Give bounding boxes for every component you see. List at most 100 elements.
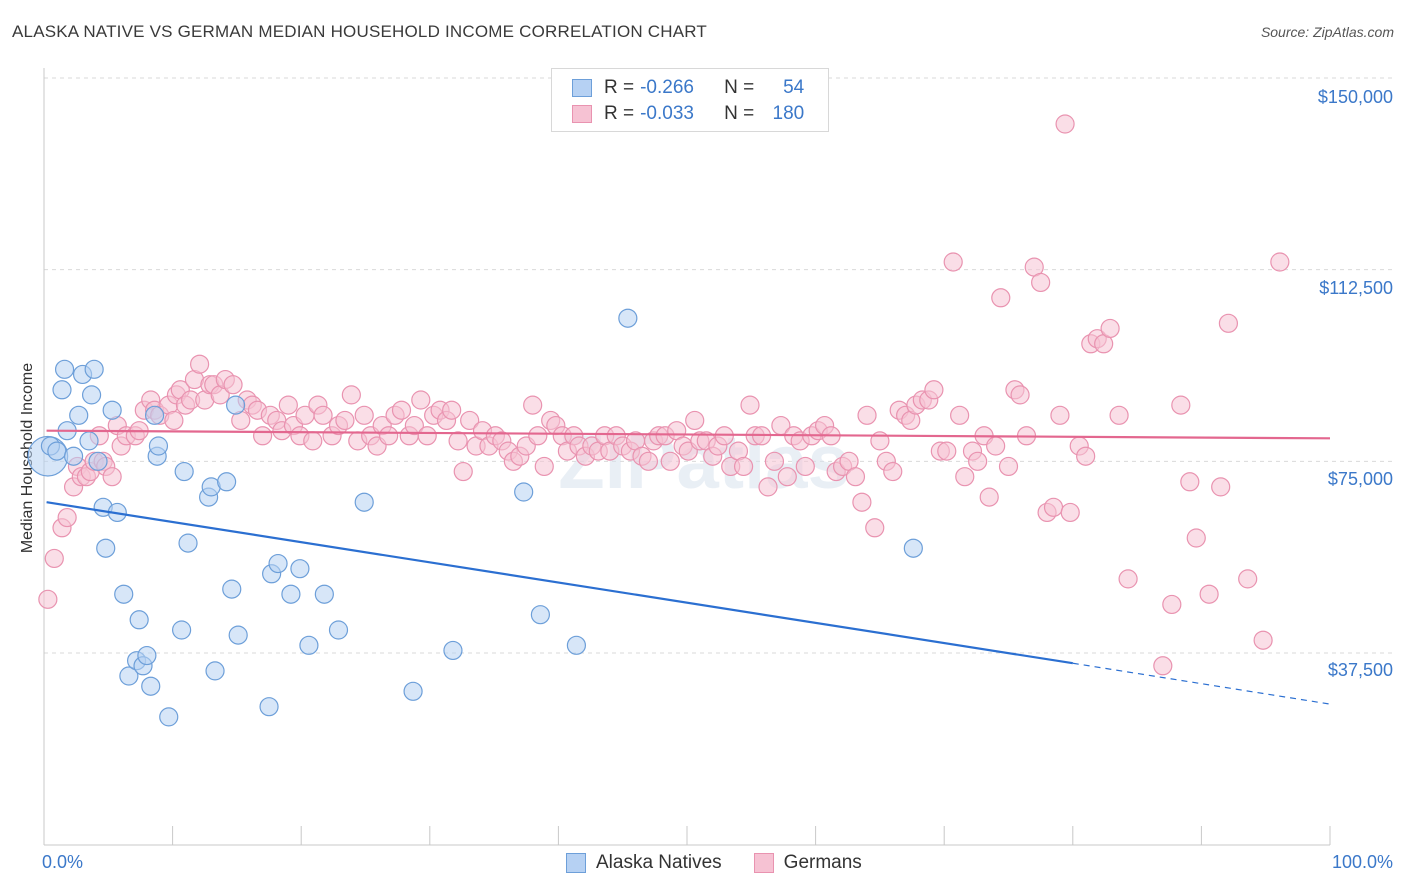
legend-label: Alaska Natives xyxy=(596,852,722,873)
germans-point xyxy=(1060,502,1080,523)
germans-point xyxy=(937,441,957,461)
germans-point xyxy=(685,410,705,431)
alaska-natives-swatch xyxy=(566,853,586,873)
alaska-natives-trend-extension xyxy=(1072,662,1331,705)
germans-point xyxy=(223,375,243,395)
legend-row-germans: R = -0.033 N = 180 xyxy=(572,101,804,127)
germans-point xyxy=(1162,594,1182,615)
germans-point xyxy=(379,426,399,446)
alaska-natives-point xyxy=(79,431,99,451)
alaska-natives-point xyxy=(63,446,84,466)
germans-point xyxy=(391,400,412,420)
germans-point xyxy=(1199,584,1219,604)
germans-point xyxy=(44,548,64,569)
germans-point xyxy=(1270,252,1290,272)
alaska-natives-point xyxy=(259,697,279,717)
germans-point xyxy=(528,426,548,446)
correlation-legend: R = -0.266 N = 54 R = -0.033 N = 180 xyxy=(551,68,829,132)
alaska-natives-point xyxy=(217,472,237,492)
germans-point xyxy=(968,451,988,471)
germans-point xyxy=(448,431,468,451)
germans-point xyxy=(883,461,903,482)
alaska-natives-point xyxy=(129,610,149,630)
germans-point xyxy=(1118,569,1138,589)
germans-point xyxy=(253,426,273,446)
y-tick-label: $150,000 xyxy=(1317,87,1393,107)
alaska-natives-point xyxy=(354,492,374,512)
germans-point xyxy=(57,507,77,528)
germans-point xyxy=(278,395,298,415)
germans-point xyxy=(733,456,754,477)
legend-item-germans[interactable]: Germans xyxy=(753,852,862,874)
germans-point xyxy=(1109,405,1129,425)
germans-trend-line xyxy=(46,429,1331,440)
germans-point xyxy=(313,405,333,425)
alaska-natives-point xyxy=(281,584,301,604)
germans-point xyxy=(1031,272,1051,293)
alaska-natives-swatch xyxy=(572,79,592,97)
germans-point xyxy=(1171,395,1191,415)
germans-point xyxy=(758,477,778,497)
germans-point xyxy=(777,467,797,487)
alaska-natives-trend-line xyxy=(46,501,1073,665)
alaska-natives-point xyxy=(102,400,122,420)
germans-point xyxy=(924,380,944,400)
alaska-natives-point xyxy=(144,405,165,425)
alaska-natives-point xyxy=(172,620,192,640)
alaska-natives-point xyxy=(119,666,139,686)
germans-point xyxy=(534,456,554,477)
r-label: R = xyxy=(604,103,635,124)
germans-point xyxy=(1050,405,1070,425)
germans-point xyxy=(950,405,970,425)
n-label: N = xyxy=(724,103,755,124)
alaska-natives-point xyxy=(268,553,288,574)
alaska-natives-point xyxy=(530,605,550,625)
germans-point xyxy=(998,456,1019,477)
germans-point xyxy=(404,415,424,436)
germans-point xyxy=(38,589,58,609)
germans-point xyxy=(1100,318,1120,339)
germans-point xyxy=(795,456,815,477)
germans-swatch xyxy=(753,853,774,873)
alaska-natives-point xyxy=(84,359,104,379)
germans-point xyxy=(417,426,437,446)
legend-label: Germans xyxy=(783,852,862,873)
germans-point xyxy=(1043,497,1064,517)
germans-swatch xyxy=(572,105,592,123)
n-label: N = xyxy=(724,77,755,98)
trend-lines xyxy=(46,429,1331,705)
x-tick-label-min: 0.0% xyxy=(42,852,84,872)
germans-point xyxy=(1153,656,1173,676)
germans-point xyxy=(857,405,877,425)
grid-layer xyxy=(44,77,1395,654)
alaska-natives-point xyxy=(228,625,248,645)
y-tick-label: $75,000 xyxy=(1327,469,1393,489)
germans-point xyxy=(523,395,543,415)
germans-point xyxy=(979,487,999,507)
alaska-natives-point xyxy=(137,645,157,666)
alaska-natives-point xyxy=(299,635,319,655)
series-legend: Alaska Natives Germans xyxy=(566,852,894,874)
y-tick-label: $112,500 xyxy=(1319,278,1393,298)
germans-point xyxy=(190,354,210,374)
alaska-natives-point xyxy=(69,405,89,425)
r-value: -0.033 xyxy=(640,103,694,124)
germans-point xyxy=(460,410,480,431)
alaska-natives-point xyxy=(141,676,161,696)
alaska-natives-point xyxy=(903,538,923,558)
germans-point xyxy=(1218,313,1239,333)
legend-item-alaska-natives[interactable]: Alaska Natives xyxy=(566,852,722,874)
germans-point xyxy=(354,405,374,425)
alaska-natives-point xyxy=(88,451,108,471)
n-value: 54 xyxy=(783,77,805,98)
chart-title: ALASKA NATIVE VS GERMAN MEDIAN HOUSEHOLD… xyxy=(12,22,708,41)
germans-point xyxy=(1186,528,1206,548)
alaska-natives-point xyxy=(148,436,169,456)
germans-point xyxy=(411,390,431,410)
germans-point xyxy=(1238,569,1258,589)
alaska-natives-point xyxy=(96,538,116,558)
germans-point xyxy=(638,451,659,471)
germans-point xyxy=(986,436,1006,456)
germans-point xyxy=(991,288,1011,308)
